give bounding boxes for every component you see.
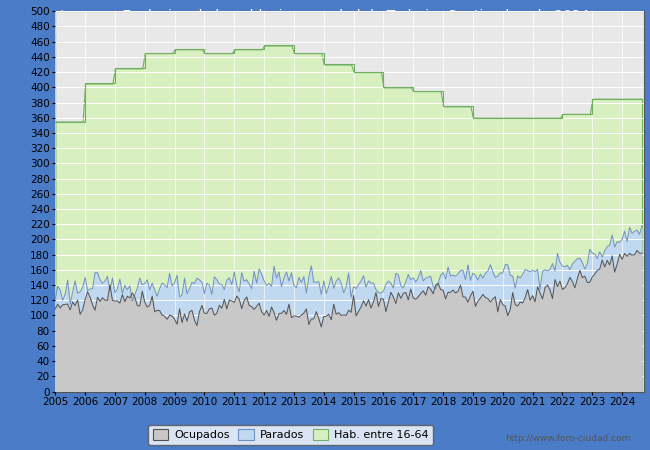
Legend: Ocupados, Parados, Hab. entre 16-64: Ocupados, Parados, Hab. entre 16-64 bbox=[148, 425, 433, 445]
Text: Lozoya - Evolucion de la poblacion en edad de Trabajar Septiembre de 2024: Lozoya - Evolucion de la poblacion en ed… bbox=[60, 9, 590, 23]
Text: http://www.foro-ciudad.com: http://www.foro-ciudad.com bbox=[505, 434, 630, 443]
